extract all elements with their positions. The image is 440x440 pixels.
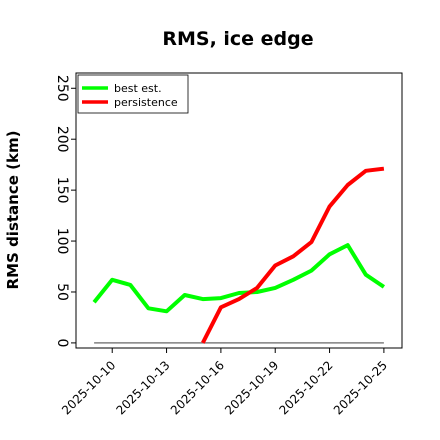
legend-label-persistence: persistence xyxy=(114,96,178,109)
y-tick-label: 200 xyxy=(54,126,70,153)
axis-layer: 0501001502002502025-10-102025-10-132025-… xyxy=(54,75,390,418)
series-layer xyxy=(92,166,386,344)
y-tick-label: 250 xyxy=(54,75,70,102)
x-tick-label: 2025-10-25 xyxy=(331,358,390,417)
y-tick-label: 50 xyxy=(54,283,70,301)
series-line-best-est xyxy=(92,243,386,314)
y-tick-label: 150 xyxy=(54,177,70,204)
x-tick-label: 2025-10-16 xyxy=(168,358,227,417)
legend-label-best-est: best est. xyxy=(114,82,162,95)
x-tick-label: 2025-10-19 xyxy=(222,358,281,417)
x-tick-label: 2025-10-22 xyxy=(276,358,335,417)
y-axis-label: RMS distance (km) xyxy=(4,131,22,290)
y-tick-label: 0 xyxy=(54,338,70,347)
y-tick-label: 100 xyxy=(54,228,70,255)
chart-title: RMS, ice edge xyxy=(162,28,313,50)
x-tick-label: 2025-10-13 xyxy=(113,358,172,417)
legend-box xyxy=(77,74,189,114)
legend: best est. persistence xyxy=(77,74,189,114)
plot-area-frame xyxy=(75,72,403,349)
x-tick-label: 2025-10-10 xyxy=(59,358,118,417)
series-line-persistence xyxy=(201,166,385,344)
